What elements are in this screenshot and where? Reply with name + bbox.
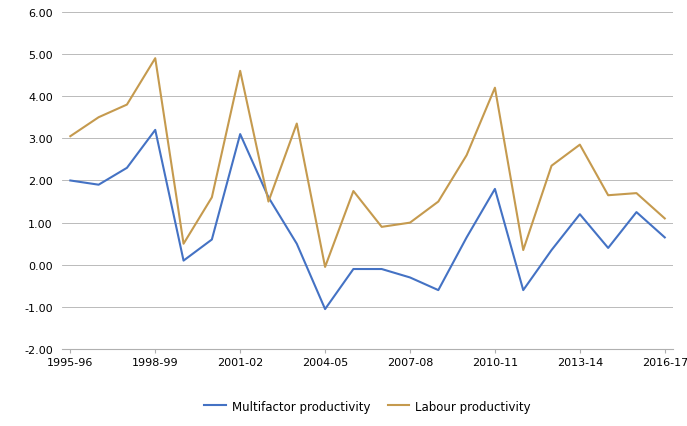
Labour productivity (123, 103, 131, 108)
Labour productivity (661, 216, 669, 222)
Multifactor productivity (293, 242, 301, 247)
Labour productivity (632, 191, 640, 196)
Labour productivity (151, 57, 159, 62)
Labour productivity (576, 143, 584, 148)
Multifactor productivity (151, 128, 159, 133)
Multifactor productivity (236, 132, 245, 137)
Multifactor productivity (519, 288, 528, 293)
Labour productivity (321, 265, 329, 270)
Labour productivity (349, 189, 357, 194)
Labour productivity (95, 115, 103, 121)
Multifactor productivity (207, 237, 216, 242)
Labour productivity (264, 199, 273, 204)
Multifactor productivity (66, 178, 74, 184)
Labour productivity (462, 153, 471, 158)
Line: Labour productivity: Labour productivity (70, 59, 665, 267)
Labour productivity (236, 69, 245, 74)
Multifactor productivity (95, 183, 103, 188)
Labour productivity (491, 86, 499, 91)
Labour productivity (406, 221, 414, 226)
Line: Multifactor productivity: Multifactor productivity (70, 131, 665, 309)
Multifactor productivity (632, 210, 640, 215)
Multifactor productivity (406, 275, 414, 280)
Multifactor productivity (349, 267, 357, 272)
Labour productivity (179, 242, 188, 247)
Multifactor productivity (434, 288, 442, 293)
Multifactor productivity (378, 267, 386, 272)
Multifactor productivity (123, 166, 131, 171)
Multifactor productivity (491, 187, 499, 192)
Labour productivity (378, 225, 386, 230)
Labour productivity (604, 193, 612, 199)
Multifactor productivity (548, 248, 556, 253)
Labour productivity (66, 134, 74, 139)
Labour productivity (434, 199, 442, 204)
Multifactor productivity (179, 259, 188, 264)
Multifactor productivity (321, 307, 329, 312)
Labour productivity (519, 248, 528, 253)
Multifactor productivity (576, 212, 584, 217)
Multifactor productivity (462, 235, 471, 240)
Multifactor productivity (661, 235, 669, 240)
Labour productivity (293, 122, 301, 127)
Multifactor productivity (264, 195, 273, 201)
Labour productivity (548, 164, 556, 169)
Labour productivity (207, 195, 216, 201)
Legend: Multifactor productivity, Labour productivity: Multifactor productivity, Labour product… (200, 395, 535, 417)
Multifactor productivity (604, 246, 612, 251)
